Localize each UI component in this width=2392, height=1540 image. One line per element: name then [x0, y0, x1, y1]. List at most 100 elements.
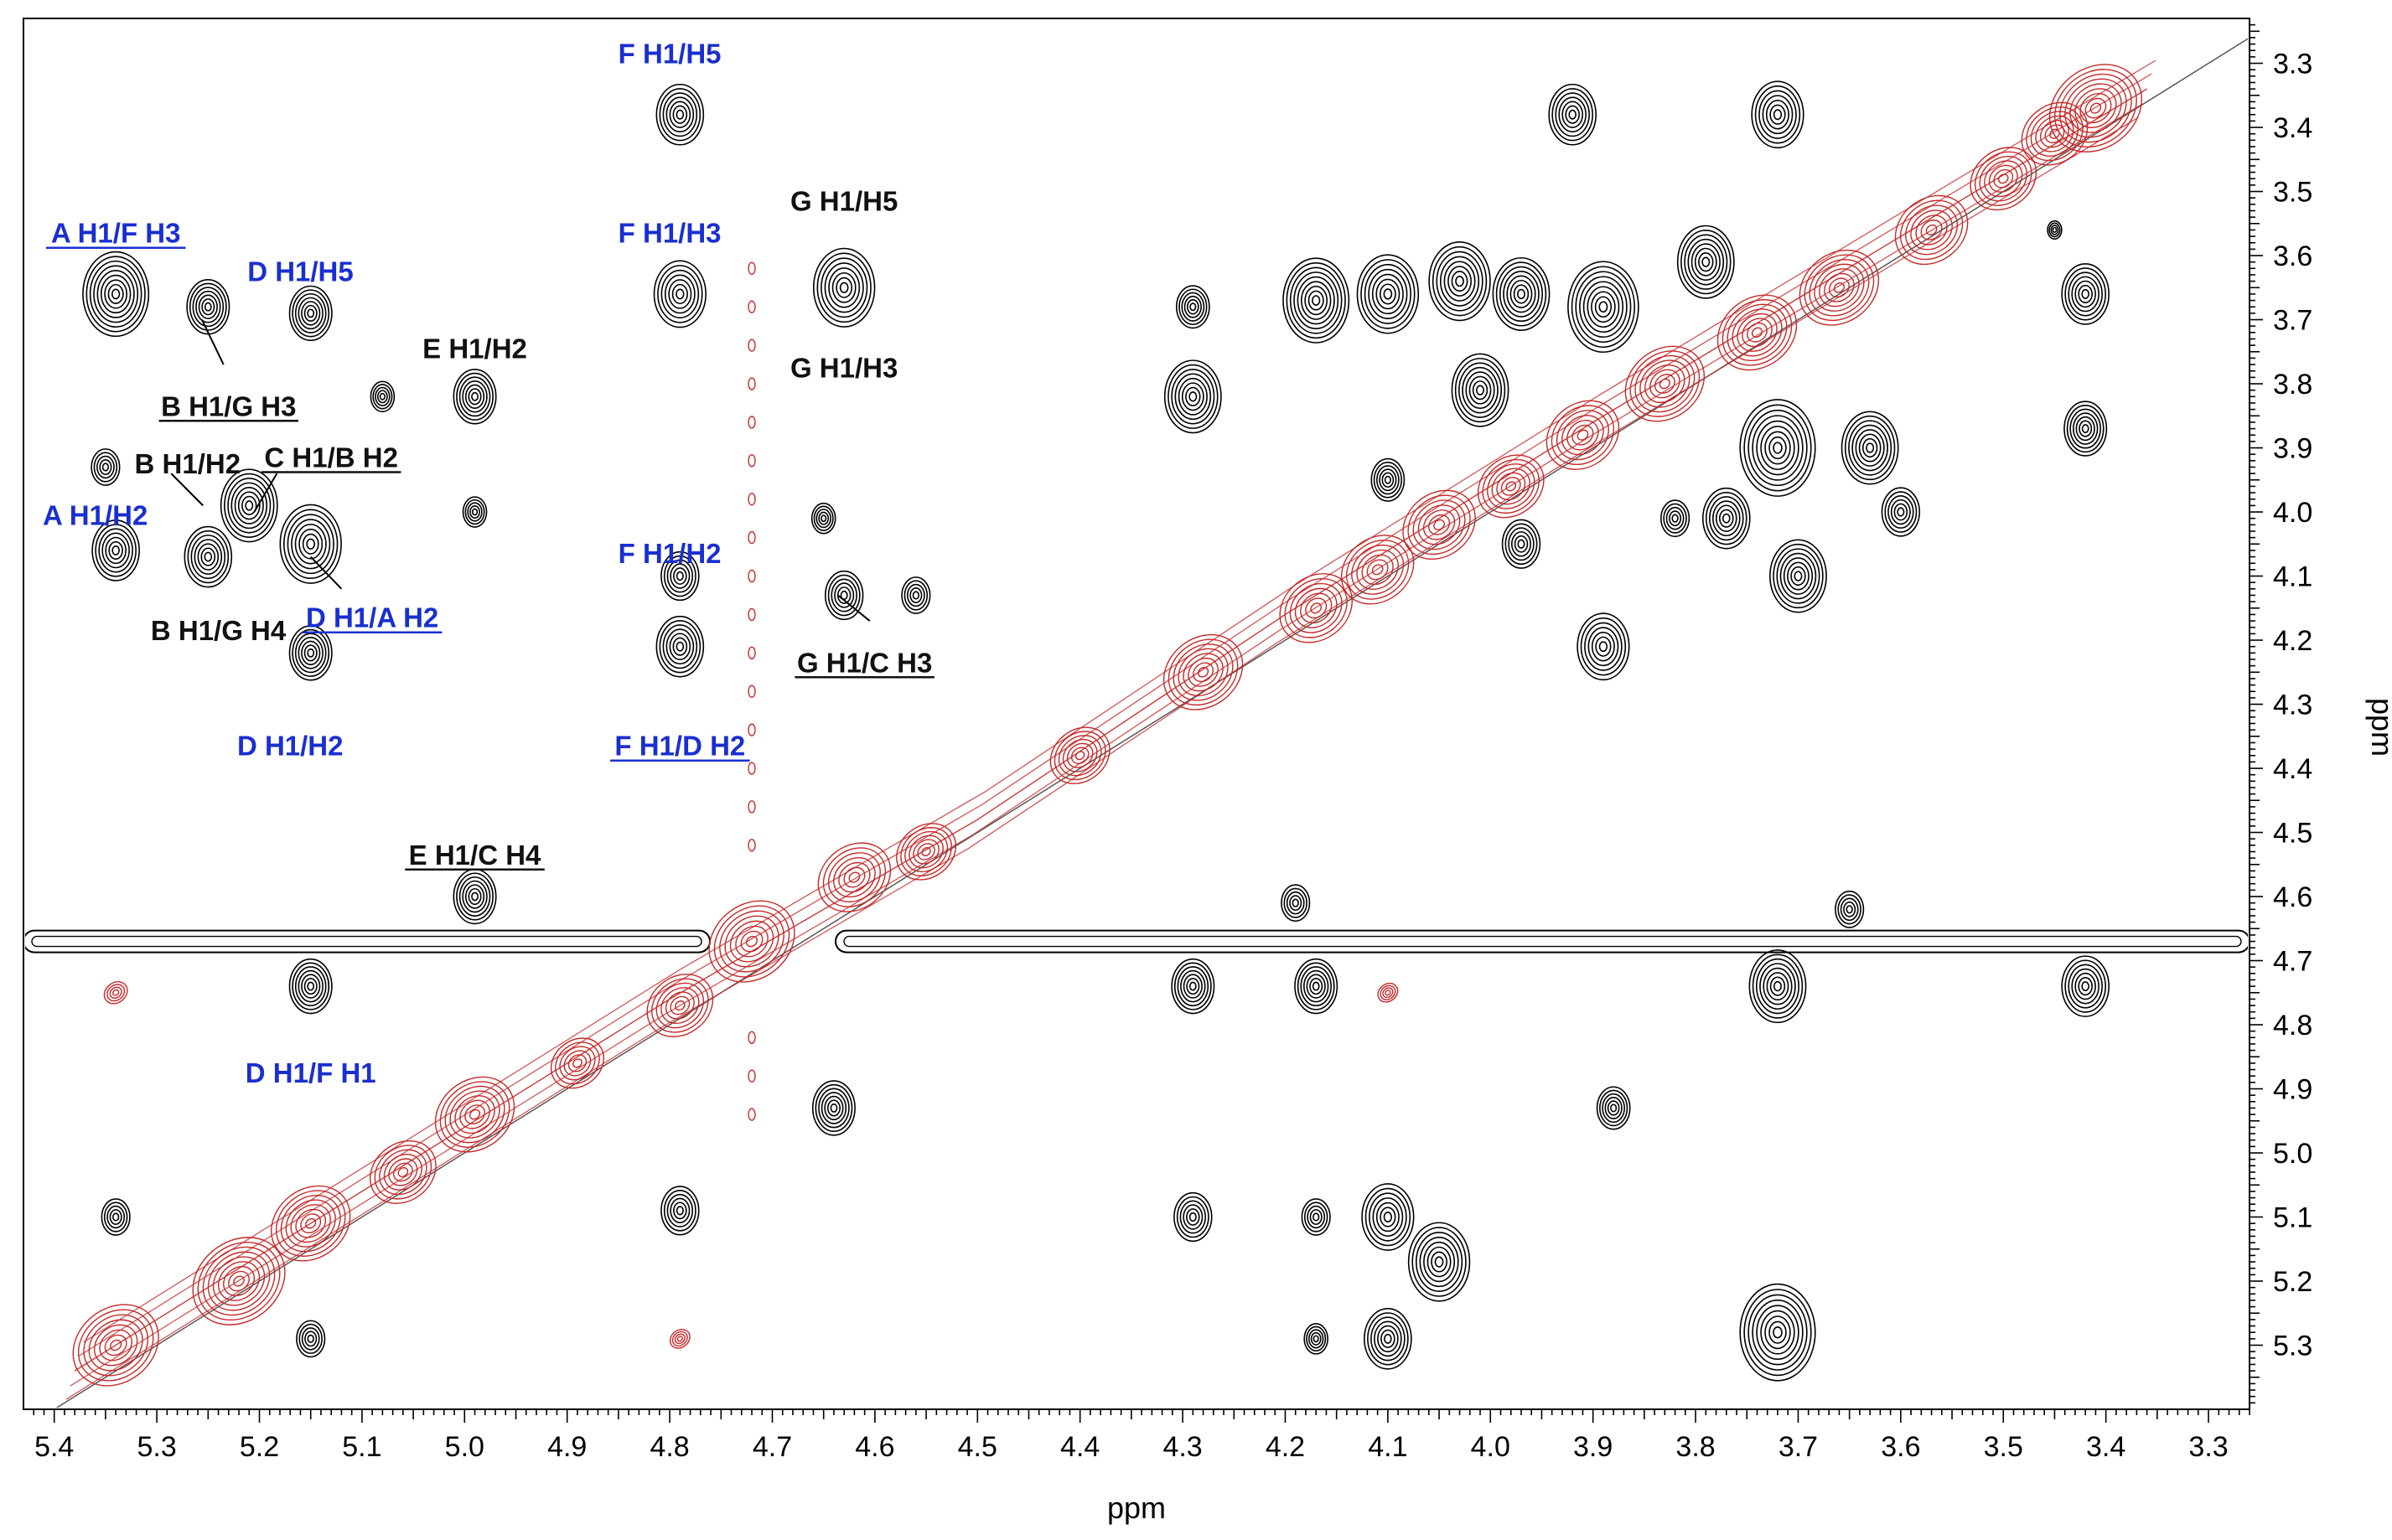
contour-ring — [666, 559, 694, 593]
contour-ring — [1866, 442, 1875, 453]
contour-ring — [1556, 410, 1609, 461]
contour-layer — [25, 38, 2248, 1408]
contour-ring — [1920, 220, 1943, 240]
contour-ring — [439, 1081, 510, 1148]
contour-ring — [1915, 214, 1948, 245]
contour-ring — [2079, 420, 2093, 437]
cross-peak-25 — [811, 1080, 856, 1136]
contour-ring — [817, 842, 892, 912]
cross-peak-6 — [184, 525, 233, 588]
contour-ring — [1894, 194, 1969, 266]
contour-ring — [1382, 987, 1394, 999]
y-tick-label: 4.8 — [2273, 1010, 2312, 1041]
contour-ring — [665, 96, 695, 133]
contour-ring — [110, 1339, 122, 1351]
contour-ring — [1451, 353, 1509, 427]
water-column-streak — [748, 416, 756, 429]
y-tick-label: 4.7 — [2273, 946, 2312, 978]
contour-ring — [1598, 641, 1608, 653]
peak-annotation: D H1/A H2 — [306, 602, 438, 633]
diagonal-peak-16 — [1545, 400, 1620, 470]
contour-ring — [101, 463, 110, 472]
contour-ring — [271, 1185, 351, 1262]
contour-ring — [1676, 225, 1735, 299]
contour-ring — [1454, 358, 1506, 423]
contour-ring — [200, 547, 216, 566]
y-tick-label: 3.6 — [2273, 240, 2312, 272]
contour-ring — [93, 452, 118, 483]
contour-ring — [1799, 249, 1880, 326]
contour-ring — [1189, 302, 1197, 312]
contour-ring — [1436, 251, 1483, 312]
contour-ring — [1465, 371, 1495, 410]
cross-peak-7 — [220, 468, 278, 543]
cross-peak-4 — [91, 448, 121, 486]
contour-ring — [1669, 510, 1682, 527]
contour-ring — [1312, 1335, 1319, 1343]
water-column-streak — [748, 261, 756, 276]
contour-ring — [824, 570, 864, 621]
contour-ring — [1887, 495, 1914, 530]
contour-ring — [111, 545, 120, 556]
water-column-streak — [748, 1069, 756, 1083]
contour-ring — [1491, 468, 1530, 505]
contour-ring — [818, 1088, 850, 1129]
y-tick-label: 3.7 — [2273, 305, 2312, 337]
contour-ring — [1840, 897, 1859, 922]
contour-ring — [1369, 1192, 1407, 1242]
contour-ring — [1284, 577, 1348, 638]
contour-ring — [464, 884, 485, 909]
contour-ring — [1499, 266, 1543, 323]
contour-ring — [291, 519, 331, 570]
contour-ring — [1377, 982, 1399, 1003]
contour-ring — [292, 962, 330, 1010]
cross-peak-53 — [1841, 411, 1899, 485]
contour-ring — [93, 265, 139, 323]
contour-ring — [192, 1237, 286, 1326]
contour-ring — [468, 388, 482, 406]
contour-ring — [220, 468, 278, 543]
contour-ring — [464, 384, 485, 410]
contour-ring — [1897, 507, 1905, 517]
y-tick-label: 5.1 — [2273, 1202, 2312, 1234]
y-tick-label: 4.5 — [2273, 818, 2312, 850]
cross-peak-48 — [1751, 80, 1804, 149]
contour-ring — [670, 1197, 691, 1224]
y-tick-label: 3.3 — [2273, 49, 2312, 80]
contour-ring — [664, 274, 696, 314]
contour-ring — [1760, 1310, 1795, 1355]
diagonal-peak-5 — [550, 1037, 604, 1089]
diagonal-peak-21 — [1970, 147, 2037, 211]
contour-ring — [1289, 266, 1343, 334]
contour-ring — [2075, 416, 2095, 442]
contour-ring — [1833, 282, 1845, 293]
contour-ring — [89, 260, 142, 328]
contour-ring — [1423, 1241, 1456, 1283]
water-column-streak — [748, 493, 756, 506]
contour-ring — [94, 1324, 138, 1367]
y-axis-title: ppm — [2365, 698, 2392, 757]
contour-ring — [826, 1099, 841, 1117]
contour-ring — [204, 551, 213, 562]
contour-ring — [1371, 273, 1404, 315]
contour-ring — [1758, 90, 1797, 139]
contour-ring — [1701, 487, 1751, 550]
water-column-streak — [748, 569, 756, 583]
contour-ring — [464, 1104, 485, 1124]
cross-peak-62 — [1281, 884, 1311, 922]
contour-ring — [1701, 256, 1711, 267]
contour-ring — [653, 260, 707, 328]
contour-ring — [1769, 976, 1786, 996]
contour-ring — [2068, 964, 2103, 1009]
contour-ring — [1188, 981, 1197, 991]
contour-ring — [1384, 1333, 1392, 1344]
cross-peak-9 — [288, 625, 333, 681]
contour-ring — [1755, 958, 1799, 1015]
contour-ring — [675, 1000, 686, 1011]
contour-ring — [379, 392, 386, 401]
contour-ring — [1297, 962, 1335, 1010]
contour-ring — [379, 1149, 427, 1196]
contour-ring — [2066, 405, 2105, 453]
contour-ring — [1385, 990, 1391, 996]
contour-ring — [1718, 509, 1734, 528]
